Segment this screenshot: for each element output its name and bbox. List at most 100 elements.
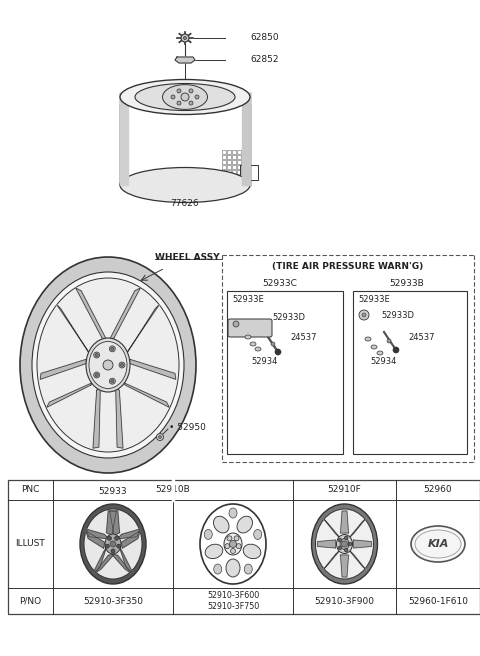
Bar (237, 155, 241, 159)
Text: 52933E: 52933E (358, 295, 390, 304)
Circle shape (275, 349, 281, 355)
Text: 24537: 24537 (290, 333, 316, 342)
Bar (237, 170, 241, 174)
Bar (237, 165, 241, 169)
Text: WHEEL ASSY: WHEEL ASSY (155, 253, 220, 262)
Text: 52910-3F350: 52910-3F350 (83, 596, 143, 605)
Circle shape (109, 378, 115, 384)
Circle shape (338, 546, 342, 550)
Bar (232, 150, 236, 154)
Bar (227, 291, 343, 454)
Ellipse shape (84, 509, 142, 579)
Bar (232, 155, 236, 159)
Bar (222, 160, 226, 164)
Polygon shape (110, 288, 140, 338)
Ellipse shape (120, 79, 250, 115)
Circle shape (181, 93, 189, 101)
Bar (237, 160, 241, 164)
Ellipse shape (105, 534, 121, 554)
Circle shape (110, 541, 116, 547)
Ellipse shape (214, 564, 222, 574)
Bar (222, 165, 226, 169)
Text: 77626: 77626 (171, 199, 199, 207)
Circle shape (119, 362, 125, 368)
Circle shape (393, 347, 399, 353)
Circle shape (234, 536, 239, 541)
Circle shape (225, 544, 230, 548)
Polygon shape (93, 547, 107, 573)
Ellipse shape (20, 257, 196, 473)
Circle shape (103, 360, 113, 370)
Bar (242, 170, 246, 174)
Bar (232, 160, 236, 164)
Bar (222, 155, 226, 159)
Circle shape (111, 347, 114, 350)
Polygon shape (93, 388, 100, 448)
Polygon shape (348, 549, 365, 569)
Circle shape (359, 310, 369, 320)
Ellipse shape (120, 167, 250, 203)
Text: 52934: 52934 (252, 358, 278, 367)
Polygon shape (175, 57, 195, 63)
Text: KIA: KIA (427, 539, 449, 549)
Circle shape (117, 544, 120, 548)
Ellipse shape (80, 504, 146, 584)
Polygon shape (120, 93, 128, 185)
Circle shape (227, 536, 232, 541)
Circle shape (108, 537, 111, 541)
Text: 52933C: 52933C (263, 279, 298, 287)
Circle shape (230, 548, 236, 554)
Bar (227, 165, 231, 169)
Circle shape (95, 354, 98, 356)
Polygon shape (242, 93, 250, 185)
Circle shape (105, 544, 109, 548)
Ellipse shape (365, 337, 371, 341)
Ellipse shape (243, 544, 261, 559)
Ellipse shape (89, 342, 127, 388)
Ellipse shape (237, 516, 252, 533)
Circle shape (236, 544, 241, 548)
Circle shape (95, 373, 98, 377)
Polygon shape (76, 288, 106, 338)
Text: P/NO: P/NO (19, 596, 42, 605)
Bar (242, 165, 246, 169)
Polygon shape (324, 519, 341, 539)
Bar (232, 170, 236, 174)
Circle shape (271, 342, 275, 346)
Polygon shape (95, 554, 114, 573)
Text: 52933D: 52933D (381, 310, 414, 319)
Ellipse shape (163, 85, 207, 110)
Polygon shape (130, 359, 176, 379)
Polygon shape (47, 382, 94, 407)
Text: 52934: 52934 (371, 358, 397, 367)
Circle shape (171, 95, 175, 99)
Circle shape (362, 313, 366, 317)
Ellipse shape (32, 272, 184, 458)
Ellipse shape (336, 535, 352, 554)
Circle shape (94, 352, 100, 358)
Polygon shape (112, 554, 132, 573)
Text: 24537: 24537 (408, 333, 434, 342)
Ellipse shape (229, 508, 237, 518)
Bar (227, 160, 231, 164)
Polygon shape (317, 540, 336, 548)
Circle shape (189, 101, 193, 105)
Polygon shape (120, 547, 132, 573)
Polygon shape (353, 540, 372, 548)
Text: 52960: 52960 (424, 485, 452, 495)
Polygon shape (122, 382, 169, 407)
Circle shape (177, 101, 181, 105)
Circle shape (177, 89, 181, 93)
Polygon shape (118, 529, 140, 539)
Circle shape (387, 339, 391, 343)
Ellipse shape (315, 509, 373, 579)
Bar (242, 160, 246, 164)
Circle shape (115, 537, 119, 541)
Bar (242, 150, 246, 154)
Polygon shape (324, 549, 341, 569)
Text: 52910-3F600
52910-3F750: 52910-3F600 52910-3F750 (207, 591, 259, 611)
Ellipse shape (411, 526, 465, 562)
Ellipse shape (204, 529, 212, 539)
Text: 52933E: 52933E (232, 295, 264, 304)
Bar (240, 165, 258, 180)
